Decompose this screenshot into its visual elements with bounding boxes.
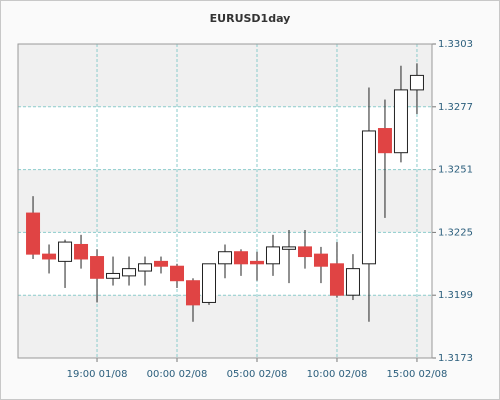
candle-body <box>90 256 105 279</box>
candle-body <box>154 260 169 267</box>
candle-body <box>202 263 217 303</box>
candle-body <box>345 268 360 296</box>
y-tick-label: 1.3277 <box>438 102 473 113</box>
candle-body <box>186 280 201 306</box>
x-tick-label: 05:00 02/08 <box>227 369 288 380</box>
candle-body <box>249 260 264 265</box>
y-tick-label: 1.3251 <box>438 165 473 176</box>
candle-body <box>329 263 344 296</box>
y-tick-label: 1.3173 <box>438 353 473 364</box>
candle-body <box>138 263 153 272</box>
candle-body <box>106 272 121 279</box>
candle-body <box>297 246 312 258</box>
x-tick-label: 10:00 02/08 <box>307 369 368 380</box>
candle-body <box>377 128 392 154</box>
candle-body <box>26 212 41 255</box>
candle-body <box>281 246 296 250</box>
band <box>18 295 432 358</box>
candle-body <box>42 253 57 260</box>
candle-body <box>393 89 408 154</box>
candle-body <box>58 241 73 262</box>
candle-body <box>313 253 328 267</box>
candle-body <box>361 130 376 265</box>
chart-title: EURUSD1day <box>210 12 291 25</box>
candle-body <box>218 251 232 265</box>
x-tick-label: 15:00 02/08 <box>387 369 448 380</box>
y-tick-label: 1.3225 <box>438 227 473 238</box>
candle-body <box>122 268 137 277</box>
plot-border <box>17 43 433 359</box>
candle-body <box>74 243 89 260</box>
band <box>18 44 432 107</box>
candle-body <box>233 251 248 265</box>
y-tick-label: 1.3199 <box>438 290 473 301</box>
candle-body <box>170 265 185 282</box>
x-tick-label: 00:00 02/08 <box>147 369 208 380</box>
y-tick-label: 1.3303 <box>438 39 473 50</box>
candle-body <box>265 246 280 265</box>
candle-body <box>409 74 424 91</box>
x-tick-label: 19:00 01/08 <box>67 369 128 380</box>
